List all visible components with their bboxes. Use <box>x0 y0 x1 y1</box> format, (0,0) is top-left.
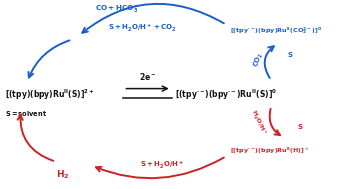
Text: $\mathbf{CO + HCO_3^-}$: $\mathbf{CO + HCO_3^-}$ <box>95 3 139 14</box>
Text: $\mathbf{S + H_2O/H^+}$: $\mathbf{S + H_2O/H^+}$ <box>140 160 184 171</box>
Text: $\mathbf{S + H_2O/H^+ + CO_2}$: $\mathbf{S + H_2O/H^+ + CO_2}$ <box>108 23 177 34</box>
Text: $\mathbf{2e^-}$: $\mathbf{2e^-}$ <box>139 71 156 82</box>
Text: $\mathbf{H_2}$: $\mathbf{H_2}$ <box>56 168 69 181</box>
Text: $\mathbf{S = solvent}$: $\mathbf{S = solvent}$ <box>5 109 47 118</box>
Text: $\mathbf{H_2O/H^+}$: $\mathbf{H_2O/H^+}$ <box>248 108 269 137</box>
Text: $\mathbf{CO_2}$: $\mathbf{CO_2}$ <box>251 51 266 69</box>
Text: $\mathbf{[(tpy^{\bullet-})(bpy^{\bullet-})Ru^{II}(S)]^{0}}$: $\mathbf{[(tpy^{\bullet-})(bpy^{\bullet-… <box>175 88 277 102</box>
Text: $\mathbf{S}$: $\mathbf{S}$ <box>287 50 294 59</box>
Text: $\mathbf{[(tpy^{\bullet-})(bpy)Ru^{II}(H)]^+}$: $\mathbf{[(tpy^{\bullet-})(bpy)Ru^{II}(H… <box>230 146 309 156</box>
Text: $\mathbf{S}$: $\mathbf{S}$ <box>297 122 303 131</box>
Text: $\mathbf{[(tpy)(bpy)Ru^{II}(S)]^{2+}}$: $\mathbf{[(tpy)(bpy)Ru^{II}(S)]^{2+}}$ <box>5 88 94 102</box>
Text: $\mathbf{[(tpy^{\bullet-})(bpy)Ru^{II}(CO_2^{2-})]^0}$: $\mathbf{[(tpy^{\bullet-})(bpy)Ru^{II}(C… <box>230 25 322 36</box>
